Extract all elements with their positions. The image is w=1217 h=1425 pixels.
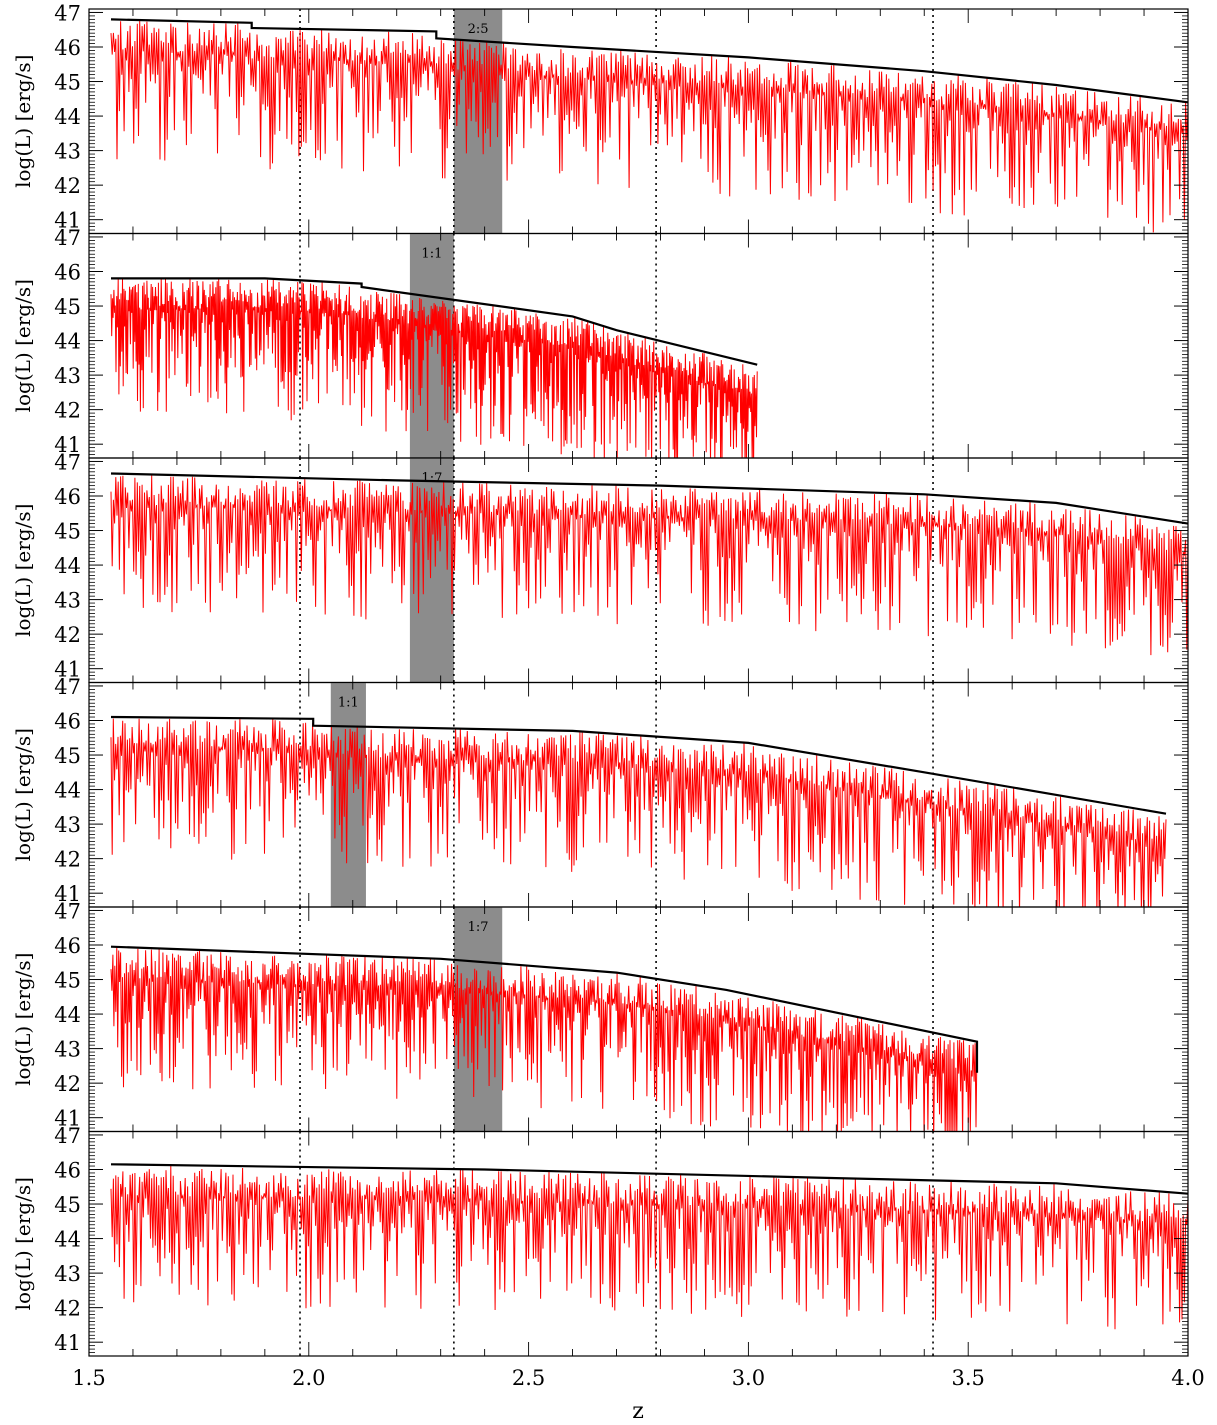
y-tick-label: 46	[54, 1158, 81, 1182]
panel-5: 1:7 41 42 43 44 45 46 47 log(L) [erg/s]	[11, 899, 1189, 1133]
y-tick-label: 47	[54, 899, 81, 923]
x-tick-label: 4.0	[1171, 1366, 1204, 1390]
panel-frame	[88, 1130, 1189, 1357]
y-tick-label: 45	[54, 295, 81, 319]
upper-envelope-series	[110, 1163, 1188, 1195]
y-tick-label: 41	[54, 882, 81, 906]
y-tick-label: 41	[54, 658, 81, 682]
x-tick-labels: 1.5 2.0 2.5 3.0 3.5 4.0	[72, 1366, 1204, 1390]
upper-envelope-series	[110, 18, 1188, 104]
y-axis-label: log(L) [erg/s]	[11, 728, 35, 861]
y-tick-label: 46	[54, 260, 81, 284]
panel-3: 1:7 41 42 43 44 45 46 47 log(L) [erg/s]	[11, 450, 1189, 684]
y-tick-label: 47	[54, 1, 81, 25]
y-tick-label: 45	[54, 71, 81, 95]
y-tick-label: 44	[54, 554, 81, 578]
y-tick-label: 46	[54, 709, 81, 733]
panel-1: 2:5 41 42 43 44 45 46 47 log(L) [erg/s]	[11, 1, 1189, 235]
y-tick-label: 45	[54, 969, 81, 993]
y-tick-label: 46	[54, 485, 81, 509]
y-tick-label: 43	[54, 813, 81, 837]
y-tick-label: 47	[54, 226, 81, 250]
y-tick-label: 42	[54, 623, 81, 647]
y-axis-label: log(L) [erg/s]	[11, 1177, 35, 1310]
y-tick-label: 44	[54, 779, 81, 803]
x-tick-label: 2.5	[512, 1366, 545, 1390]
y-tick-label: 43	[54, 364, 81, 388]
panels-layer: 2:5 41 42 43 44 45 46 47 log(L) [erg/s] 1:1 41 42 43…	[11, 1, 1189, 1357]
y-tick-label: 47	[54, 1124, 81, 1148]
y-tick-label: 41	[54, 433, 81, 457]
y-tick-label: 44	[54, 105, 81, 129]
y-axis-label: log(L) [erg/s]	[11, 279, 35, 412]
y-tick-label: 43	[54, 589, 81, 613]
y-tick-label: 47	[54, 675, 81, 699]
merger-band	[330, 682, 366, 907]
y-tick-label: 41	[54, 209, 81, 233]
y-tick-label: 42	[54, 399, 81, 423]
lightcurve-series	[110, 947, 978, 1132]
y-tick-label: 43	[54, 140, 81, 164]
panel-2: 1:1 41 42 43 44 45 46 47 log(L) [erg/s]	[11, 226, 1189, 459]
x-axis-label: z	[632, 1399, 644, 1424]
upper-envelope-series	[110, 945, 979, 1073]
upper-envelope-series	[111, 277, 758, 366]
y-tick-label: 46	[54, 934, 81, 958]
y-tick-label: 41	[54, 1331, 81, 1355]
merger-ratio-label: 1:1	[421, 247, 442, 262]
y-tick-label: 44	[54, 330, 81, 354]
y-tick-label: 42	[54, 1072, 81, 1096]
merger-ratio-label: 1:1	[338, 696, 359, 711]
y-tick-label: 43	[54, 1262, 81, 1286]
y-tick-label: 45	[54, 744, 81, 768]
merger-ratio-label: 1:7	[468, 920, 489, 935]
y-axis-label: log(L) [erg/s]	[11, 953, 35, 1086]
lightcurve-series	[110, 20, 1188, 233]
y-tick-label: 42	[54, 174, 81, 198]
merger-ratio-label: 1:7	[421, 471, 442, 486]
y-tick-label: 43	[54, 1038, 81, 1062]
lightcurve-series	[110, 718, 1167, 907]
y-tick-label: 42	[54, 1297, 81, 1321]
y-tick-label: 42	[54, 848, 81, 872]
upper-envelope-series	[110, 715, 1167, 815]
y-tick-label: 41	[54, 1107, 81, 1131]
lightcurve-series	[110, 1165, 1188, 1330]
y-tick-label: 45	[54, 520, 81, 544]
upper-envelope-series	[110, 472, 1188, 525]
y-tick-label: 45	[54, 1193, 81, 1217]
y-tick-label: 47	[54, 450, 81, 474]
merger-ratio-label: 2:5	[468, 22, 489, 37]
panel-6: 41 42 43 44 45 46 47 log(L) [erg/s]	[11, 1124, 1189, 1357]
x-tick-label: 1.5	[72, 1366, 105, 1390]
y-axis-label: log(L) [erg/s]	[11, 504, 35, 637]
y-tick-label: 44	[54, 1228, 81, 1252]
lightcurve-series	[110, 474, 1188, 656]
y-tick-label: 46	[54, 36, 81, 60]
panel-4: 1:1 41 42 43 44 45 46 47 log(L) [erg/s]	[11, 675, 1189, 908]
y-axis-label: log(L) [erg/s]	[11, 55, 35, 188]
x-tick-label: 3.5	[951, 1366, 984, 1390]
y-tick-label: 44	[54, 1003, 81, 1027]
x-tick-label: 3.0	[732, 1366, 765, 1390]
x-tick-label: 2.0	[292, 1366, 325, 1390]
